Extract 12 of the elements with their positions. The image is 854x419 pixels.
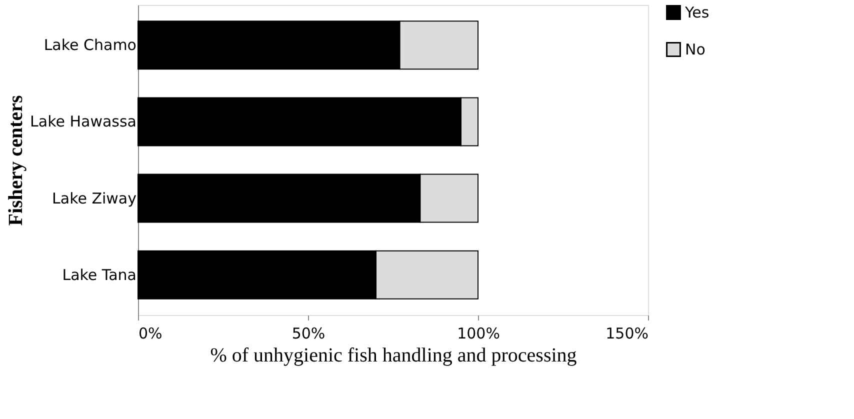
y-tick-label: Lake Tana [62, 266, 136, 284]
x-tick-label: 150% [606, 324, 648, 342]
y-tick-label: Lake Hawassa [30, 112, 136, 131]
x-tick-label: 100% [457, 324, 500, 342]
legend-label: No [685, 40, 706, 58]
x-axis-title: % of unhygienic fish handling and processing [210, 344, 577, 366]
legend-label: Yes [684, 4, 710, 22]
x-tick-label: 50% [292, 324, 326, 342]
x-tick-label: 0% [138, 324, 162, 342]
y-axis-title: Fishery centers [5, 95, 28, 226]
y-tick-label: Lake Chamo [44, 36, 136, 54]
y-tick-label: Lake Ziway [52, 189, 137, 208]
